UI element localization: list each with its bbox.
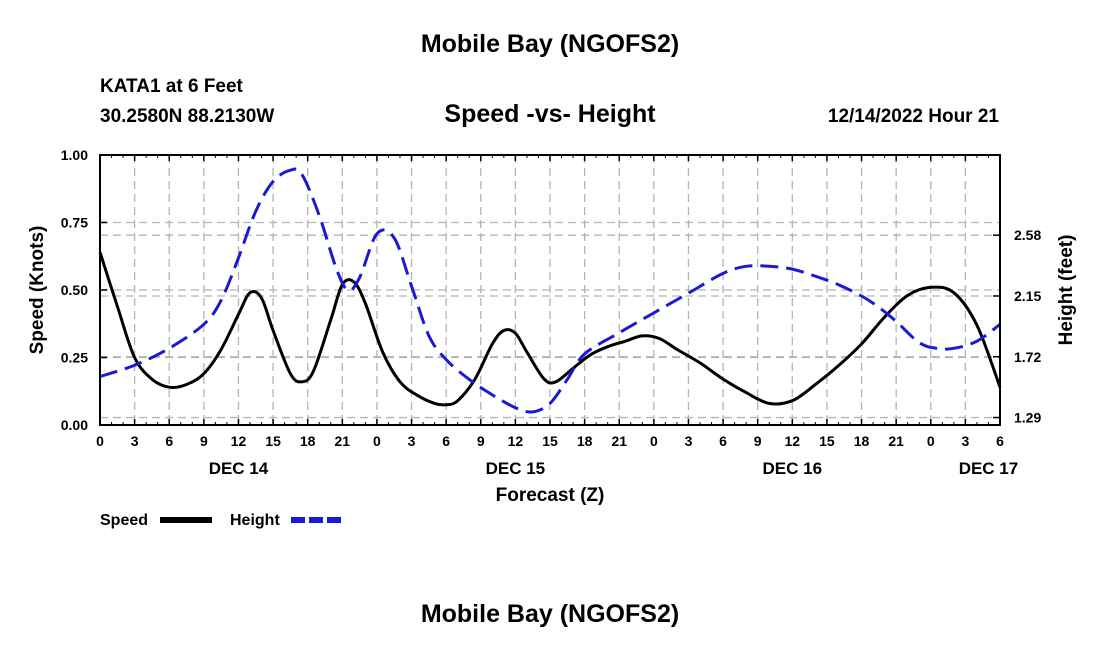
x-tick-label: 15 bbox=[542, 433, 558, 449]
y-tick-label: 0.50 bbox=[61, 282, 88, 298]
date-label: DEC 14 bbox=[209, 459, 269, 478]
x-tick-label: 15 bbox=[819, 433, 835, 449]
y2-axis-title: Height (feet) bbox=[1056, 235, 1077, 346]
x-tick-label: 12 bbox=[785, 433, 801, 449]
y2-tick-label: 1.72 bbox=[1014, 349, 1041, 365]
y-tick-label: 0.75 bbox=[61, 215, 88, 231]
x-tick-label: 12 bbox=[508, 433, 524, 449]
coordinates-label: 30.2580N 88.2130W bbox=[100, 106, 275, 127]
x-tick-label: 3 bbox=[961, 433, 969, 449]
speed-series-line bbox=[98, 251, 1002, 407]
x-tick-label: 3 bbox=[685, 433, 693, 449]
series-layer bbox=[98, 167, 1002, 414]
x-tick-label: 18 bbox=[300, 433, 316, 449]
x-tick-label: 0 bbox=[373, 433, 381, 449]
x-tick-label: 3 bbox=[131, 433, 139, 449]
x-tick-label: 21 bbox=[335, 433, 351, 449]
y-tick-label: 0.25 bbox=[61, 350, 88, 366]
forecast-timestamp: 12/14/2022 Hour 21 bbox=[827, 106, 999, 127]
x-tick-label: 21 bbox=[611, 433, 627, 449]
height-series-line bbox=[99, 167, 1001, 414]
x-axis-title: Forecast (Z) bbox=[496, 485, 605, 506]
y2-tick-label: 2.58 bbox=[1014, 227, 1041, 243]
x-tick-label: 9 bbox=[477, 433, 485, 449]
date-label: DEC 16 bbox=[763, 459, 823, 478]
y-tick-label: 0.00 bbox=[61, 417, 88, 433]
x-tick-label: 0 bbox=[927, 433, 935, 449]
y2-tick-label: 2.15 bbox=[1014, 288, 1041, 304]
x-tick-label: 15 bbox=[265, 433, 281, 449]
x-tick-label: 6 bbox=[442, 433, 450, 449]
grid-layer bbox=[100, 155, 1000, 425]
legend-height-label: Height bbox=[230, 512, 280, 529]
x-tick-label: 18 bbox=[577, 433, 593, 449]
date-label: DEC 17 bbox=[959, 459, 1019, 478]
date-label: DEC 15 bbox=[486, 459, 546, 478]
chart-subtitle: Speed -vs- Height bbox=[444, 100, 656, 128]
legend: Speed Height bbox=[100, 512, 342, 529]
x-tick-label: 3 bbox=[408, 433, 416, 449]
y2-tick-label: 1.29 bbox=[1014, 410, 1041, 426]
x-tick-label: 21 bbox=[888, 433, 904, 449]
legend-speed-label: Speed bbox=[100, 512, 148, 529]
tick-layer: 0 3 6 9 12 15 18 21 0 3 6 9 12 15 18 21 0 3 6 9 12 15 18 21 0 3 6 D… bbox=[61, 147, 1042, 478]
page-title-bottom: Mobile Bay (NGOFS2) bbox=[420, 600, 680, 628]
y-axis-title: Speed (Knots) bbox=[27, 226, 48, 355]
x-tick-label: 6 bbox=[165, 433, 173, 449]
x-tick-label: 18 bbox=[854, 433, 870, 449]
x-tick-label: 6 bbox=[719, 433, 727, 449]
x-tick-label: 9 bbox=[754, 433, 762, 449]
plot-frame bbox=[99, 154, 1001, 426]
x-tick-label: 0 bbox=[96, 433, 104, 449]
x-tick-label: 0 bbox=[650, 433, 658, 449]
x-tick-label: 12 bbox=[231, 433, 247, 449]
page-title: Mobile Bay (NGOFS2) bbox=[420, 30, 680, 58]
x-tick-label: 6 bbox=[996, 433, 1004, 449]
x-tick-label: 9 bbox=[200, 433, 208, 449]
y-tick-label: 1.00 bbox=[61, 147, 88, 163]
station-label: KATA1 at 6 Feet bbox=[100, 76, 243, 97]
